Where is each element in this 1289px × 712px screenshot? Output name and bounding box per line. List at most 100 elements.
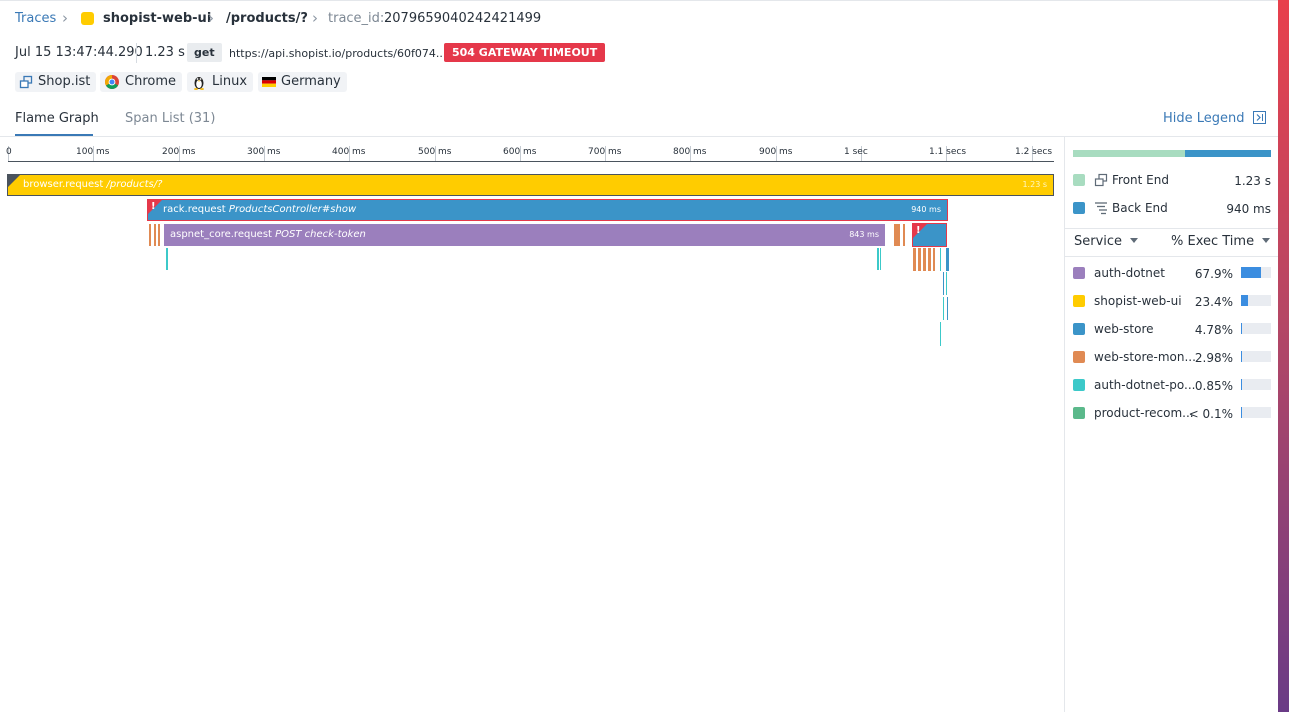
service-name[interactable]: auth-dotnet-po... [1094, 378, 1196, 392]
service-name[interactable]: auth-dotnet [1094, 266, 1165, 280]
span-small[interactable] [940, 248, 941, 271]
top-border [0, 0, 1278, 1]
span-small[interactable] [918, 248, 921, 271]
tab-flame-graph[interactable]: Flame Graph [15, 111, 99, 126]
timeline-tick-label: 200 ms [162, 147, 196, 157]
service-exec-bar [1241, 407, 1271, 418]
chevron-down-icon [1130, 238, 1139, 243]
span-small[interactable] [947, 297, 948, 320]
span-small[interactable] [943, 297, 944, 320]
service-color-icon [81, 12, 94, 25]
tag-browser[interactable]: Chrome [100, 72, 182, 92]
frontend-ratio-bar [1073, 150, 1185, 157]
trace-duration: 1.23 s [145, 45, 185, 60]
timeline-tick-label: 1 sec [844, 147, 868, 157]
breadcrumb-traces-link[interactable]: Traces [15, 11, 57, 26]
span-web-store-error[interactable]: ! [912, 223, 947, 247]
span-small[interactable] [149, 224, 151, 246]
span-small[interactable] [894, 224, 900, 246]
group-by-label: Service [1074, 234, 1123, 249]
span-small[interactable] [166, 248, 168, 270]
timeline-tick-mark [1032, 146, 1033, 161]
tag-browser-label: Chrome [125, 74, 176, 89]
timeline-tick-mark [690, 146, 691, 161]
timeline-tick-label: 100 ms [76, 147, 110, 157]
error-flag-icon [148, 200, 162, 214]
span-small[interactable] [933, 248, 935, 271]
span-small[interactable] [928, 248, 931, 271]
timeline-tick-label: 1.1 secs [929, 147, 967, 157]
service-exec-bar [1241, 379, 1271, 390]
status-badge: 504 GATEWAY TIMEOUT [444, 43, 606, 62]
service-name[interactable]: web-store [1094, 322, 1154, 336]
service-exec-pct: < 0.1% [1188, 407, 1233, 421]
timeline-tick-label: 800 ms [673, 147, 707, 157]
service-exec-bar [1241, 295, 1271, 306]
span-rack-request[interactable]: ! rack.request ProductsController#show 9… [147, 199, 948, 221]
service-exec-bar-fill [1241, 267, 1261, 278]
tag-country[interactable]: Germany [258, 72, 347, 92]
backend-ratio-bar [1185, 150, 1271, 157]
timeline-tick-mark [179, 146, 180, 161]
timeline-tick-label: 0 [6, 147, 12, 157]
span-small[interactable] [154, 224, 156, 246]
span-small[interactable] [158, 224, 160, 246]
service-exec-bar [1241, 267, 1271, 278]
group-by-dropdown[interactable]: Service [1074, 234, 1139, 250]
hide-legend-button[interactable]: Hide Legend [1163, 110, 1266, 128]
span-browser-request[interactable]: browser.request /products/? 1.23 s [7, 174, 1054, 196]
span-corner-icon [8, 175, 20, 187]
chevron-right-icon: › [312, 9, 318, 27]
service-name[interactable]: product-recom... [1094, 406, 1194, 420]
span-rack-request-duration: 940 ms [911, 205, 941, 214]
metric-label: % Exec Time [1171, 234, 1255, 249]
span-rack-request-label: rack.request ProductsController#show [163, 204, 357, 215]
service-swatch [1073, 379, 1085, 391]
legend-panel-divider [1064, 137, 1065, 712]
span-small[interactable] [877, 248, 879, 270]
service-exec-pct: 67.9% [1194, 267, 1233, 281]
request-url[interactable]: https://api.shopist.io/products/60f074..… [229, 47, 447, 60]
service-swatch [1073, 407, 1085, 419]
collapse-panel-icon [1252, 111, 1266, 124]
frontend-icon [1094, 173, 1108, 187]
span-small[interactable] [913, 248, 916, 271]
tag-os[interactable]: Linux [187, 72, 254, 92]
span-browser-request-duration: 1.23 s [1022, 180, 1047, 189]
service-exec-bar-fill [1241, 295, 1248, 306]
span-small[interactable] [946, 248, 949, 271]
timeline-tick-mark [264, 146, 265, 161]
chevron-right-icon: › [208, 9, 214, 27]
breadcrumb-service[interactable]: shopist-web-ui [103, 11, 212, 26]
chevron-right-icon: › [62, 9, 68, 27]
breadcrumb-resource[interactable]: /products/? [226, 11, 308, 26]
service-exec-pct: 23.4% [1194, 295, 1233, 309]
timeline-tick-label: 300 ms [247, 147, 281, 157]
timeline-tick-label: 400 ms [332, 147, 366, 157]
span-small[interactable] [943, 272, 944, 295]
metric-dropdown[interactable]: % Exec Time [1171, 234, 1271, 250]
service-swatch [1073, 295, 1085, 307]
germany-flag-icon [262, 77, 276, 87]
span-small[interactable] [946, 272, 947, 295]
frontend-label: Front End [1112, 173, 1169, 187]
span-small[interactable] [880, 248, 881, 270]
tag-app[interactable]: Shop.ist [15, 72, 97, 92]
chevron-down-icon [1262, 238, 1271, 243]
service-name[interactable]: shopist-web-ui [1094, 294, 1182, 308]
trace-id-value[interactable]: 2079659040242421499 [384, 11, 542, 26]
error-flag-icon [913, 224, 927, 238]
backend-value: 940 ms [1226, 202, 1271, 216]
tab-span-list[interactable]: Span List (31) [125, 111, 216, 126]
service-swatch [1073, 267, 1085, 279]
span-aspnet-core-request[interactable]: aspnet_core.request POST check-token 843… [164, 224, 885, 246]
service-name[interactable]: web-store-mon... [1094, 350, 1196, 364]
tabs-divider [0, 136, 1278, 137]
span-small[interactable] [903, 224, 905, 246]
timeline-tick-label: 1.2 secs [1015, 147, 1053, 157]
timeline-tick-mark [776, 146, 777, 161]
trace-id-label: trace_id: [328, 11, 385, 26]
span-small[interactable] [940, 322, 941, 346]
timeline-tick-mark [861, 146, 862, 161]
span-small[interactable] [923, 248, 926, 271]
